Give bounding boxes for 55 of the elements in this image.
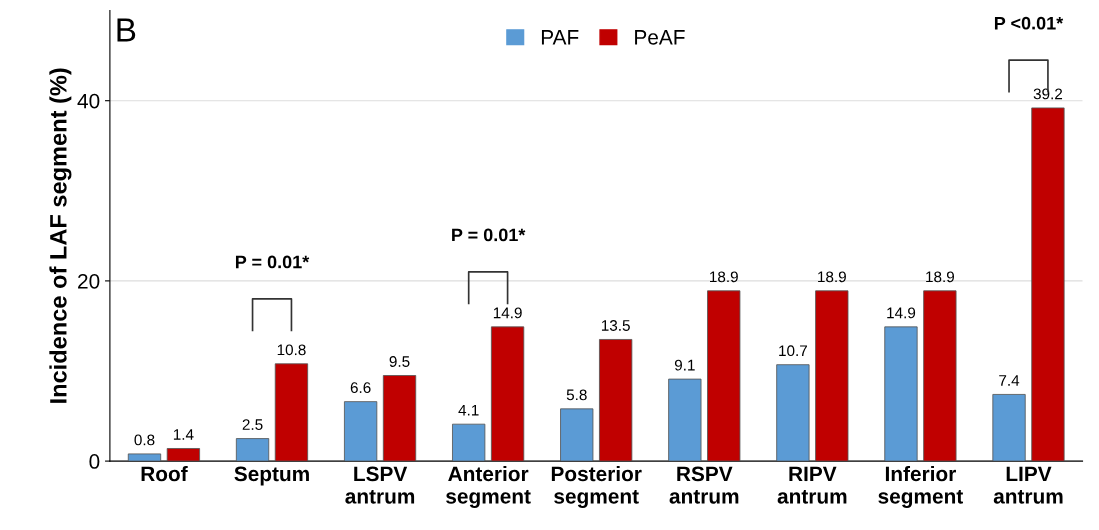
bar (599, 339, 633, 462)
annotation: P <0.01* (994, 16, 1064, 30)
bar (1031, 107, 1065, 462)
x-tick-label: RIPV antrum (777, 466, 847, 504)
data-label: 18.9 (926, 271, 955, 283)
legend-label: PAF (541, 30, 579, 45)
data-label: 39.2 (1033, 88, 1063, 100)
bar (490, 326, 525, 462)
data-label: 14.9 (493, 307, 522, 319)
data-label: 6.6 (350, 382, 371, 394)
x-tick-label: RSPV antrum (669, 466, 739, 504)
x-tick-label: Septum (234, 466, 309, 486)
bar (668, 378, 702, 462)
data-label: 14.9 (887, 307, 916, 319)
x-tick-label: LIPV antrum (993, 466, 1063, 504)
bar (235, 438, 270, 462)
bar (343, 401, 378, 462)
y-axis-title: Incidence of LAF segment (%) (49, 68, 72, 403)
x-tick-label: Roof (141, 465, 188, 482)
data-label: 5.8 (566, 389, 587, 401)
data-label: 10.7 (779, 345, 807, 357)
legend-label: PeAF (635, 30, 685, 45)
x-tick-label: LSPV antrum (345, 466, 415, 504)
bar (815, 290, 849, 462)
data-label: 13.5 (601, 320, 630, 331)
data-label: 4.1 (458, 404, 479, 416)
y-tick-label: 40 (77, 93, 100, 109)
bar (776, 364, 810, 462)
x-tick-label: Posterior segment (551, 465, 642, 508)
annotation: P = 0.01* (235, 255, 310, 269)
bar (274, 363, 309, 462)
bar (166, 448, 201, 462)
data-label: 2.5 (242, 419, 263, 430)
x-tick-label: Inferior segment (878, 465, 963, 508)
data-label: 1.4 (173, 429, 194, 440)
data-label: 18.9 (818, 271, 846, 283)
annotation: P = 0.01* (452, 228, 526, 242)
bar (127, 453, 162, 462)
data-label: 7.4 (999, 375, 1020, 386)
bar (560, 408, 594, 462)
bar (382, 375, 417, 462)
bar (707, 290, 741, 462)
y-tick-label: 20 (78, 273, 100, 289)
x-tick-label: Anterior segment (446, 465, 531, 508)
bar (923, 290, 957, 462)
bar (884, 326, 918, 462)
bar (452, 423, 486, 462)
bar (992, 394, 1026, 462)
data-label: 9.1 (674, 359, 695, 371)
data-label: 9.5 (389, 356, 410, 367)
y-tick-label: 0 (89, 454, 100, 469)
data-label: 10.8 (277, 344, 306, 356)
data-label: 0.8 (134, 434, 155, 446)
annotation: B (117, 18, 136, 42)
data-label: 18.9 (710, 271, 738, 283)
